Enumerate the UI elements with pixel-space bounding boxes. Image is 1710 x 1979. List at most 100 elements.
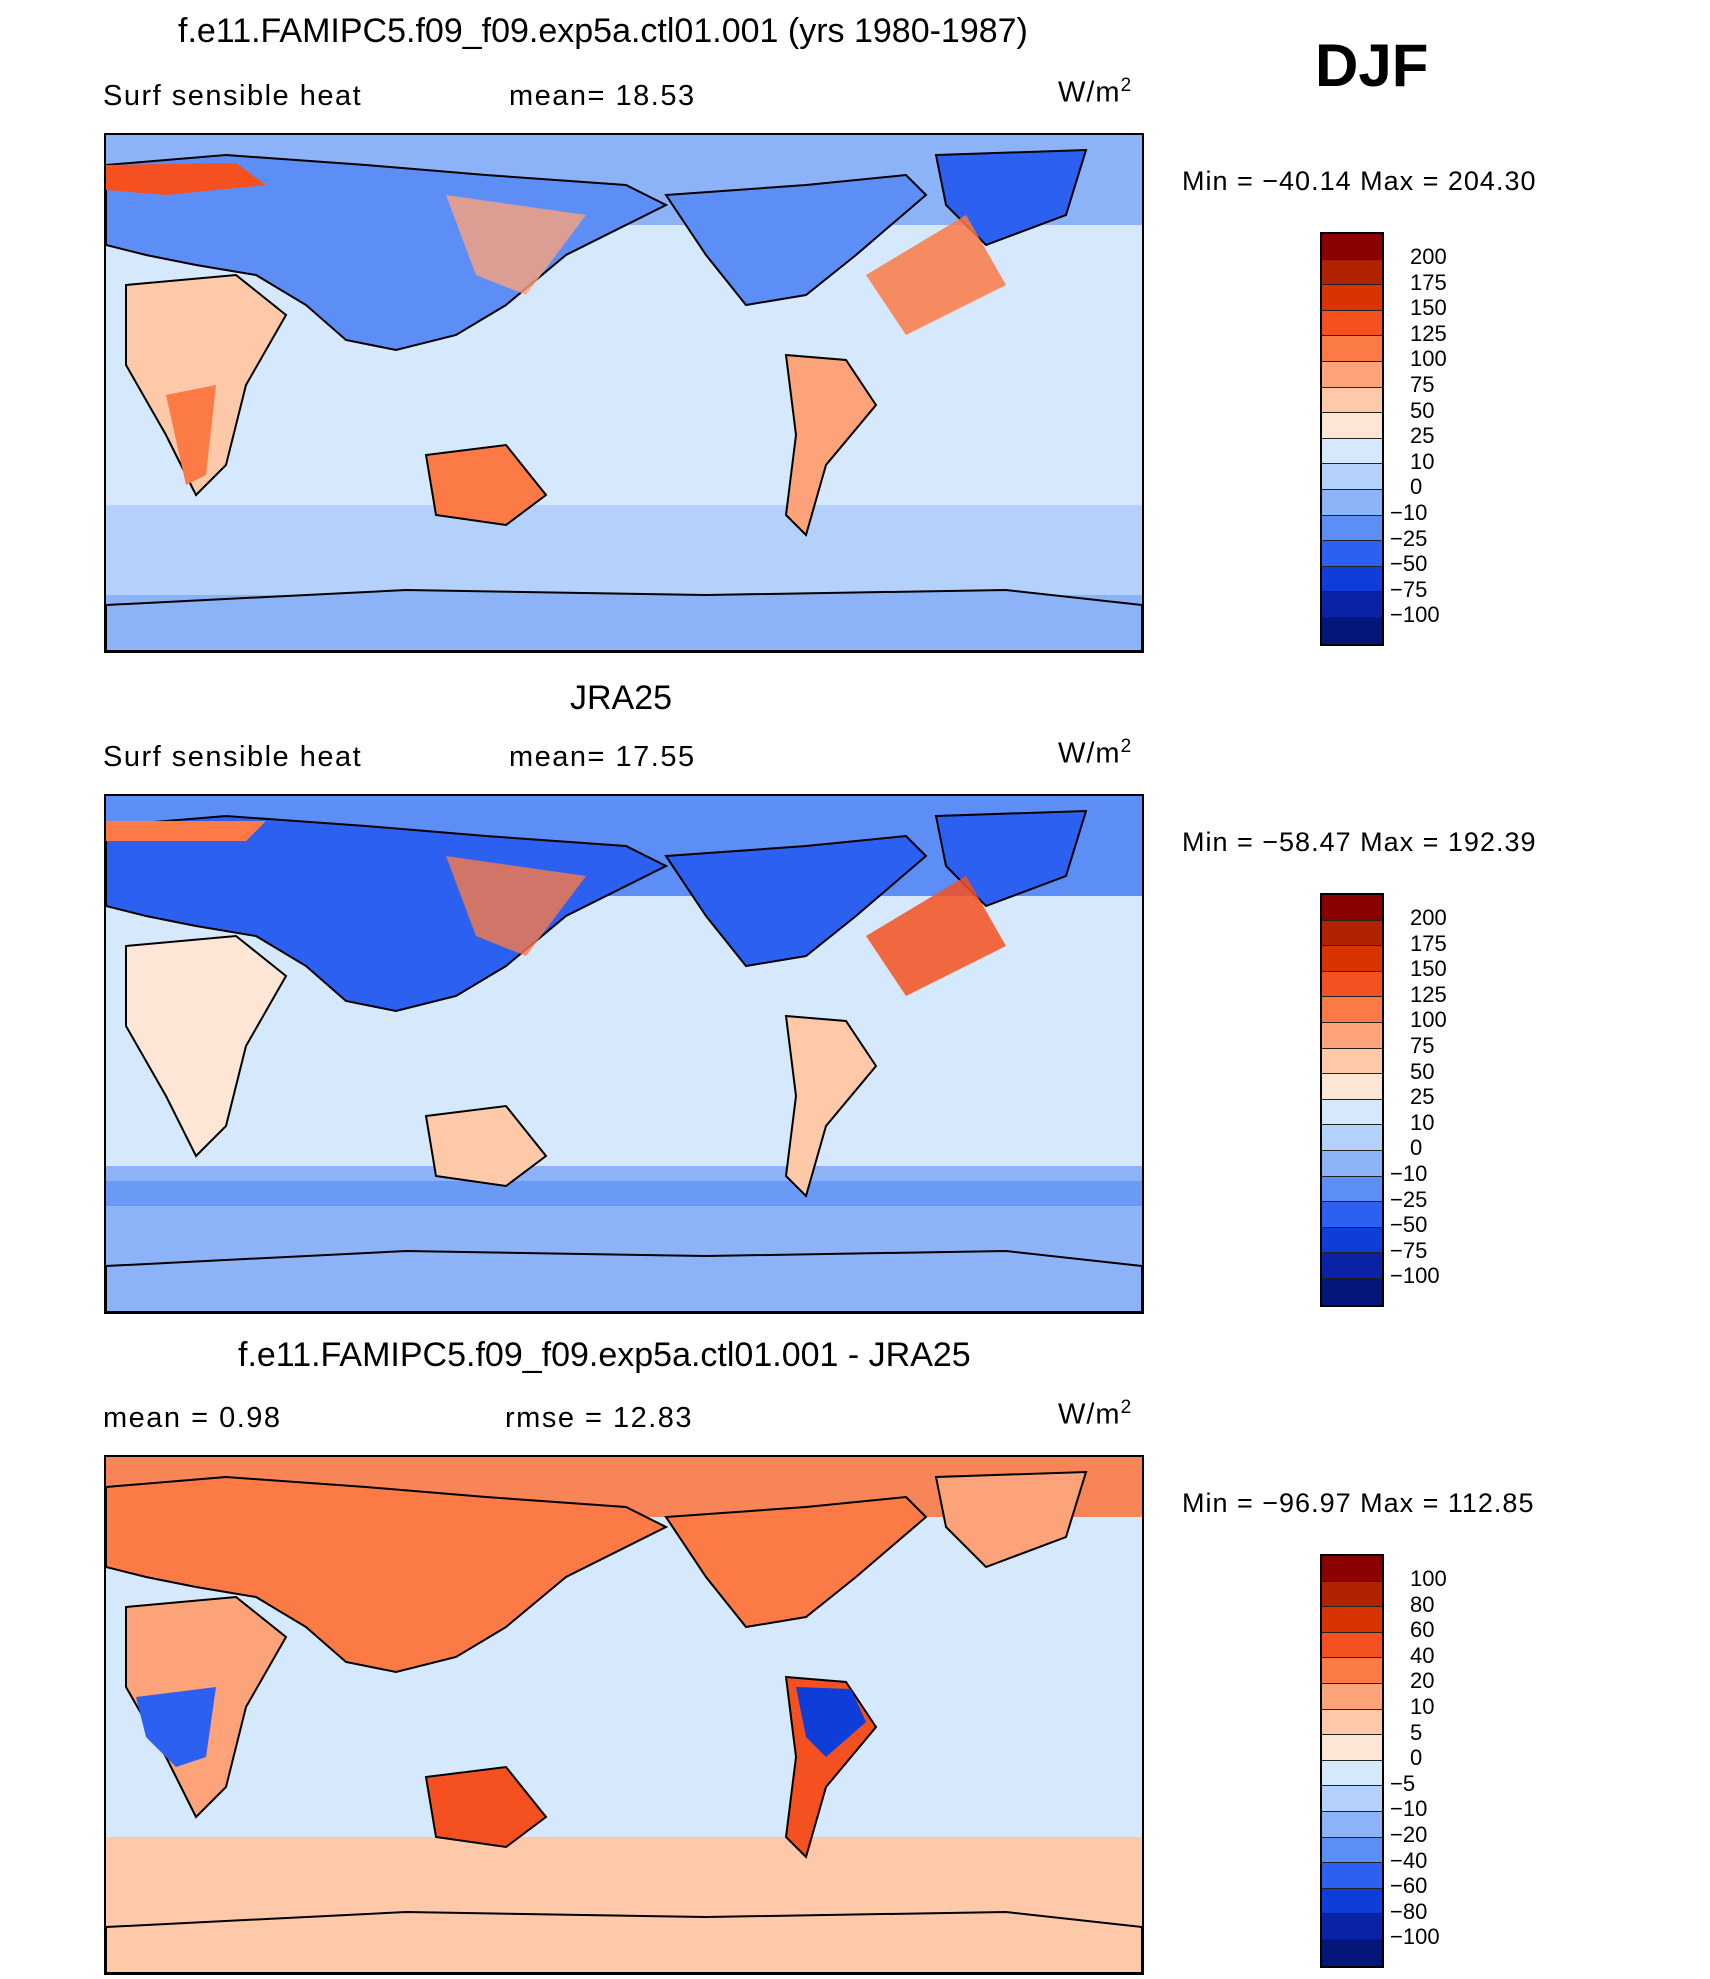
colorbar-tick-label: 0 — [1410, 474, 1423, 500]
colorbar-cell — [1322, 920, 1382, 947]
greenland — [934, 148, 1088, 247]
variable-label: Surf sensible heat — [103, 80, 363, 112]
colorbar-cell — [1322, 1683, 1382, 1710]
variable-label: Surf sensible heat — [103, 741, 363, 773]
colorbar-tick-label: 40 — [1410, 1642, 1435, 1668]
colorbar-tick-label: −10 — [1390, 1161, 1428, 1186]
panel-title: f.e11.FAMIPC5.f09_f09.exp5a.ctl01.001 - … — [238, 1336, 971, 1374]
colorbar-tick-label: 100 — [1410, 346, 1447, 372]
colorbar-tick-label: −75 — [1390, 576, 1428, 602]
mean-label: mean= 18.53 — [509, 80, 696, 112]
diff-mean-label: mean = 0.98 — [103, 1402, 282, 1434]
colorbar-cell — [1322, 336, 1382, 362]
colorbar-tick-label: 25 — [1410, 1084, 1435, 1110]
colorbar-tick-label: −100 — [1390, 602, 1440, 628]
colorbar-tick-label: 20 — [1410, 1668, 1435, 1694]
colorbar-tick-label: 5 — [1410, 1719, 1423, 1745]
colorbar-tick-label: 80 — [1410, 1591, 1435, 1617]
gulf-stream-warm — [866, 215, 1006, 335]
colorbar-cell — [1322, 285, 1382, 311]
map-panel — [104, 794, 1144, 1314]
mean-label: mean= 17.55 — [509, 741, 696, 773]
eurasia — [106, 153, 669, 352]
australia — [424, 1104, 548, 1188]
colorbar-tick-label: 10 — [1410, 1694, 1435, 1719]
colorbar-tick-label: 175 — [1410, 269, 1447, 295]
antarctica — [106, 1910, 1142, 1973]
season-label: DJF — [1315, 32, 1429, 99]
colorbar-cell — [1322, 895, 1382, 921]
colorbar-cell — [1322, 541, 1382, 567]
africa — [125, 273, 288, 497]
units-label: W/m2 — [1058, 75, 1133, 109]
southern-ocean-cool — [106, 1181, 1142, 1206]
eurasia — [106, 1475, 669, 1674]
colorbar-cell — [1322, 1735, 1382, 1761]
colorbar-cell — [1322, 1150, 1382, 1177]
colorbar-cell — [1322, 997, 1382, 1023]
colorbar-cell — [1322, 566, 1382, 593]
colorbar-tick-label: −80 — [1390, 1898, 1428, 1924]
colorbar-tick-label: 0 — [1410, 1745, 1423, 1771]
colorbar-cell — [1322, 971, 1382, 998]
colorbar-cell — [1322, 387, 1382, 414]
colorbar — [1320, 232, 1384, 646]
colorbar-tick-label: −100 — [1390, 1924, 1440, 1950]
antarctica — [106, 1249, 1142, 1312]
world-map — [106, 796, 1142, 1312]
colorbar-tick-label: −25 — [1390, 1186, 1428, 1212]
colorbar-cell — [1322, 1581, 1382, 1608]
panel-title: f.e11.FAMIPC5.f09_f09.exp5a.ctl01.001 (y… — [178, 12, 1028, 50]
kuroshio-warm — [446, 195, 586, 295]
colorbar-cell — [1322, 515, 1382, 542]
colorbar-cell — [1322, 438, 1382, 465]
colorbar-tick-label: 125 — [1410, 981, 1447, 1007]
colorbar-cell — [1322, 1709, 1382, 1736]
colorbar-tick-label: 100 — [1410, 1007, 1447, 1033]
map-panel — [104, 1455, 1144, 1975]
colorbar-tick-label: 50 — [1410, 397, 1435, 423]
colorbar-cell — [1322, 310, 1382, 337]
units-label: W/m2 — [1058, 1397, 1133, 1431]
colorbar-tick-label: −10 — [1390, 1796, 1428, 1822]
colorbar-cell — [1322, 413, 1382, 439]
colorbar-tick-label: 50 — [1410, 1058, 1435, 1084]
colorbar-tick-label: −20 — [1390, 1822, 1428, 1847]
colorbar-cell — [1322, 1837, 1382, 1864]
colorbar-tick-label: 150 — [1410, 295, 1447, 321]
arctic-warm — [106, 821, 266, 841]
colorbar-cell — [1322, 1658, 1382, 1684]
colorbar-tick-label: −60 — [1390, 1873, 1428, 1899]
units-label: W/m2 — [1058, 736, 1133, 770]
colorbar-cell — [1322, 1253, 1382, 1279]
colorbar-cell — [1322, 464, 1382, 490]
colorbar-cell — [1322, 1939, 1382, 1966]
colorbar-cell — [1322, 1022, 1382, 1049]
colorbar-cell — [1322, 617, 1382, 644]
colorbar-cell — [1322, 1176, 1382, 1203]
colorbar-cell — [1322, 1227, 1382, 1254]
south-america — [784, 1014, 878, 1198]
colorbar-cell — [1322, 1202, 1382, 1228]
greenland — [934, 1470, 1088, 1569]
greenland — [934, 809, 1088, 908]
map-panel — [104, 133, 1144, 653]
colorbar-cell — [1322, 946, 1382, 972]
colorbar-tick-label: 100 — [1410, 1566, 1447, 1591]
colorbar-cell — [1322, 234, 1382, 260]
colorbar-cell — [1322, 1786, 1382, 1812]
colorbar-cell — [1322, 1099, 1382, 1126]
colorbar-tick-label: 25 — [1410, 423, 1435, 449]
minmax-label: Min = −40.14 Max = 204.30 — [1182, 166, 1537, 196]
colorbar-cell — [1322, 1607, 1382, 1633]
colorbar-cell — [1322, 1556, 1382, 1582]
colorbar — [1320, 1554, 1384, 1968]
north-america — [664, 173, 928, 307]
colorbar-tick-label: −10 — [1390, 500, 1428, 525]
gulf-stream-warm — [866, 876, 1006, 996]
colorbar-tick-label: −25 — [1390, 525, 1428, 551]
colorbar-cell — [1322, 489, 1382, 516]
colorbar-cell — [1322, 1125, 1382, 1151]
minmax-label: Min = −58.47 Max = 192.39 — [1182, 827, 1537, 857]
colorbar-tick-label: −50 — [1390, 551, 1428, 577]
